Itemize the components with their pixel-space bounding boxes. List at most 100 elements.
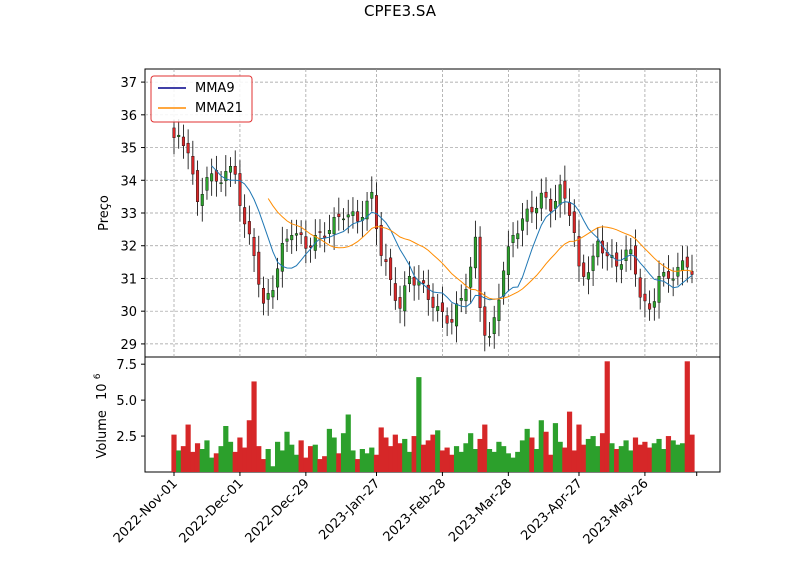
candle <box>257 235 261 298</box>
candle <box>426 269 430 316</box>
price-tick-label: 31 <box>120 272 137 287</box>
candle <box>261 276 265 316</box>
candle-body <box>407 276 411 285</box>
volume-bar <box>510 457 516 472</box>
candle-body <box>266 293 270 300</box>
candle-body <box>285 238 289 242</box>
candle <box>327 214 331 244</box>
candle <box>181 124 185 159</box>
candle <box>200 177 204 222</box>
volume-bar <box>581 444 587 472</box>
volume-bar <box>491 451 497 472</box>
volume-bar <box>689 434 695 472</box>
legend: MMA9 MMA21 <box>150 75 253 123</box>
volume-bar <box>534 449 540 472</box>
candle-body <box>294 233 298 236</box>
candle-body <box>568 202 572 216</box>
candle <box>657 260 661 319</box>
candle-body <box>323 235 327 238</box>
volume-bar <box>435 430 441 472</box>
volume-label-exponent: 6 <box>93 373 103 379</box>
candle-body <box>520 218 524 231</box>
price-tick-label: 37 <box>120 76 137 91</box>
candle-body <box>492 317 496 335</box>
volume-bar <box>322 456 328 472</box>
volume-bar <box>260 459 267 472</box>
volume-bar <box>185 424 191 472</box>
candle-body <box>337 213 341 217</box>
candle <box>469 257 473 304</box>
mma9-line <box>211 165 693 308</box>
candle <box>455 291 459 343</box>
candle-body <box>586 272 590 280</box>
candle-body <box>666 271 670 279</box>
volume-bar <box>425 440 431 472</box>
x-tick-label: 2023-Feb-28 <box>381 476 450 545</box>
candle <box>539 178 543 222</box>
candle-body <box>304 236 308 249</box>
candle <box>266 278 270 316</box>
candle <box>520 202 524 247</box>
candle-body <box>257 251 261 285</box>
candle <box>624 235 628 272</box>
candle-body <box>648 303 652 310</box>
volume-bar <box>628 450 634 472</box>
candle <box>535 196 539 230</box>
candle-body <box>186 142 190 154</box>
candle <box>304 220 308 264</box>
candle <box>436 293 440 322</box>
volume-bar <box>656 438 662 472</box>
volume-bar <box>599 433 606 472</box>
candle <box>370 176 374 212</box>
candle-body <box>450 319 454 323</box>
volume-bar <box>416 377 422 472</box>
mma21-line <box>267 198 693 300</box>
volume-bar <box>515 451 521 472</box>
candle <box>332 207 336 250</box>
candle <box>196 160 200 216</box>
candle <box>379 212 383 267</box>
volume-bar <box>275 441 281 472</box>
candle-body <box>290 235 294 241</box>
candle-body <box>356 211 360 222</box>
volume-bar <box>595 446 601 472</box>
candle <box>549 188 553 228</box>
volume-bar <box>251 381 257 472</box>
candle-body <box>229 166 233 173</box>
candle <box>459 284 463 313</box>
volume-bar <box>190 451 196 472</box>
candle-body <box>370 191 374 199</box>
volume-bar <box>232 451 238 472</box>
candle-body <box>572 211 576 233</box>
candle-body <box>690 270 694 275</box>
candle-body <box>681 260 685 271</box>
volume-bar <box>661 449 667 472</box>
volume-bar <box>402 438 408 472</box>
x-tick-label: 2022-Dec-29 <box>243 476 313 546</box>
candle <box>464 273 468 315</box>
candle <box>568 188 572 226</box>
volume-bar <box>378 427 384 472</box>
x-tick-label: 2023-Jan-27 <box>316 476 383 543</box>
candle-body <box>247 221 251 235</box>
candle-body <box>280 242 284 272</box>
candle <box>238 160 242 222</box>
volume-bar <box>623 440 629 472</box>
volume-bar <box>524 428 530 472</box>
price-tick-label: 32 <box>120 240 137 255</box>
volume-bar <box>632 437 639 472</box>
volume-bar <box>218 446 224 472</box>
candle <box>450 303 454 335</box>
volume-bar <box>369 447 375 472</box>
price-tick-label: 29 <box>120 338 137 353</box>
candle-body <box>488 336 492 338</box>
volume-bar <box>675 444 681 472</box>
candle-body <box>469 266 473 288</box>
volume-bar <box>411 436 417 472</box>
volume-bar <box>647 447 653 472</box>
volume-bar <box>171 434 177 472</box>
candle-body <box>657 276 661 303</box>
candle-body <box>516 233 520 240</box>
candle-body <box>276 268 280 288</box>
